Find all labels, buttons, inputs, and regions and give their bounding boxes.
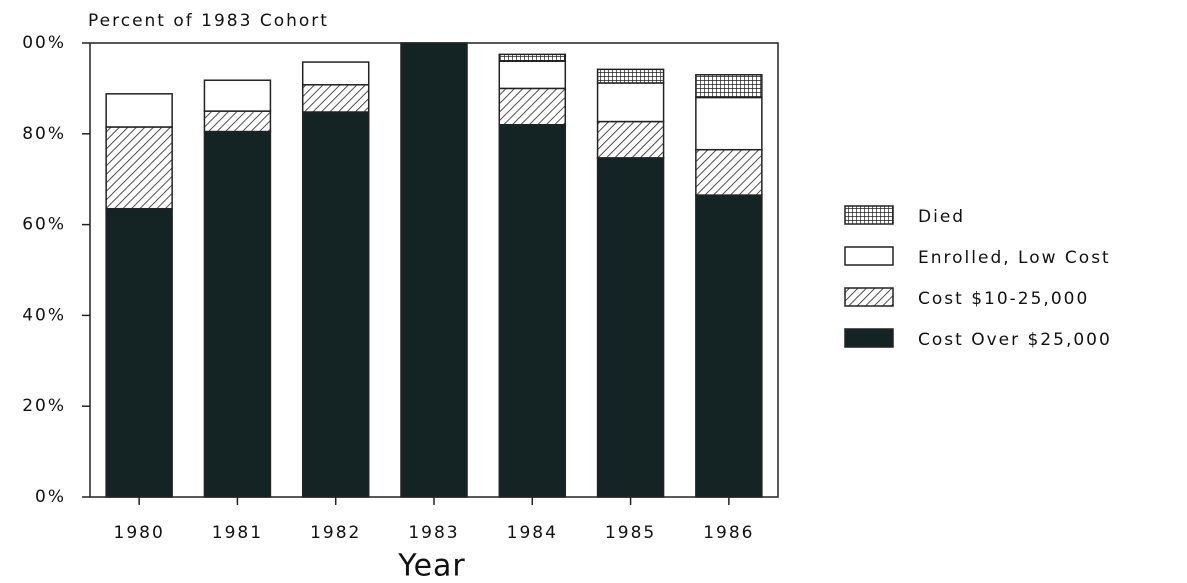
- x-tick-label: 1983: [408, 523, 459, 543]
- legend-swatch: [844, 246, 894, 266]
- bar-segment: [203, 110, 272, 133]
- legend-label: Cost $10-25,000: [918, 289, 1089, 309]
- bar-segment: [301, 84, 370, 113]
- legend-label: Cost Over $25,000: [918, 330, 1112, 350]
- y-axis-title: Percent of 1983 Cohort: [88, 11, 329, 31]
- x-axis-title: Year: [397, 549, 466, 583]
- bar-segment: [105, 93, 173, 128]
- legend-label: Died: [918, 207, 965, 227]
- y-tick-label: 60%: [22, 215, 66, 235]
- bar-segment: [498, 60, 567, 90]
- y-tick-label: 00%: [22, 33, 66, 53]
- bar-segment: [596, 157, 665, 498]
- bar-segment: [203, 130, 272, 498]
- y-tick-label: 20%: [22, 396, 66, 416]
- bar-segment: [301, 111, 370, 498]
- bar-segment: [695, 74, 763, 99]
- bar-segment: [400, 42, 468, 498]
- bar-segment: [596, 82, 665, 123]
- x-tick-label: 1984: [507, 523, 558, 543]
- bar-segment: [695, 96, 763, 151]
- bar-segment: [498, 87, 567, 126]
- bar-segment: [596, 68, 665, 84]
- bar-segment: [498, 123, 567, 498]
- x-tick-label: 1981: [212, 523, 263, 543]
- bar-segment: [695, 148, 763, 196]
- bar-segment: [105, 126, 173, 210]
- bar-segment: [498, 53, 567, 62]
- bar-segment: [301, 61, 370, 86]
- legend-swatch: [844, 328, 894, 348]
- x-tick-label: 1980: [114, 523, 165, 543]
- bar-segment: [105, 207, 173, 498]
- legend-label: Enrolled, Low Cost: [918, 248, 1111, 268]
- y-tick-label: 80%: [22, 124, 66, 144]
- y-tick-label: 0%: [35, 487, 66, 507]
- bar-segment: [596, 120, 665, 159]
- x-tick-label: 1986: [703, 523, 754, 543]
- bar-segment: [695, 194, 763, 498]
- bar-segment: [203, 79, 272, 112]
- x-tick-label: 1982: [310, 523, 361, 543]
- legend-swatch: [844, 287, 894, 307]
- legend-swatch: [844, 205, 894, 225]
- x-tick-label: 1985: [605, 523, 656, 543]
- y-tick-label: 40%: [22, 305, 66, 325]
